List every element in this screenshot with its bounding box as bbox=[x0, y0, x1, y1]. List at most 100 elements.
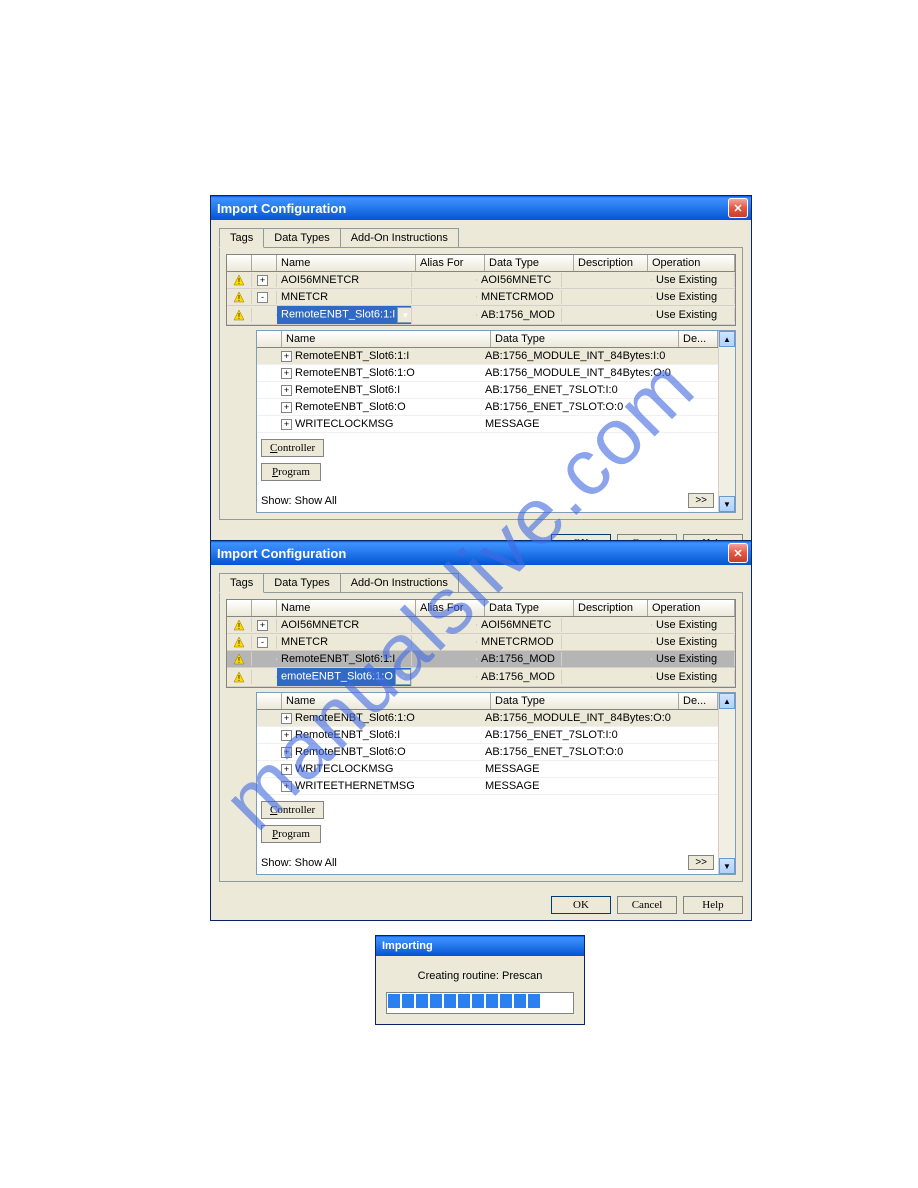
titlebar[interactable]: Import Configuration ✕ bbox=[211, 196, 751, 220]
controller-button[interactable]: Controller bbox=[261, 801, 324, 819]
table-row[interactable]: !emoteENBT_Slot6:1:O▼AB:1756_MODUse Exis… bbox=[227, 668, 735, 687]
tree-icon[interactable]: + bbox=[281, 747, 292, 758]
list-item[interactable]: +WRITECLOCKMSGMESSAGE bbox=[257, 761, 718, 778]
inner-name: +RemoteENBT_Slot6:1:O bbox=[277, 711, 481, 725]
cell-name[interactable]: AOI56MNETCR bbox=[277, 618, 412, 632]
inner-col-dtype[interactable]: Data Type bbox=[491, 693, 679, 709]
dropdown-panel: Name Data Type De... +RemoteENBT_Slot6:1… bbox=[256, 692, 736, 875]
col-alias[interactable]: Alias For bbox=[416, 255, 485, 271]
progress-bar bbox=[386, 992, 574, 1014]
list-item[interactable]: +RemoteENBT_Slot6:1:OAB:1756_MODULE_INT_… bbox=[257, 710, 718, 727]
col-desc[interactable]: Description bbox=[574, 255, 648, 271]
inner-col-de[interactable]: De... bbox=[679, 693, 718, 709]
cell-name[interactable]: emoteENBT_Slot6:1:O▼ bbox=[277, 668, 412, 686]
list-item[interactable]: +WRITEETHERNETMSGMESSAGE bbox=[257, 778, 718, 795]
inner-col-name[interactable]: Name bbox=[282, 693, 491, 709]
tree-icon[interactable]: + bbox=[281, 713, 292, 724]
tree-icon[interactable]: + bbox=[281, 781, 292, 792]
list-item[interactable]: +WRITECLOCKMSGMESSAGE bbox=[257, 416, 718, 433]
cell-name[interactable]: AOI56MNETCR bbox=[277, 273, 412, 287]
tree-icon[interactable]: + bbox=[281, 730, 292, 741]
tree-icon[interactable]: + bbox=[281, 368, 292, 379]
tab-tags[interactable]: Tags bbox=[219, 573, 264, 593]
cell-name[interactable]: MNETCR bbox=[277, 635, 412, 649]
tree-icon[interactable]: + bbox=[281, 402, 292, 413]
cell-name[interactable]: RemoteENBT_Slot6:1:I bbox=[277, 652, 412, 666]
cancel-button[interactable]: Cancel bbox=[617, 896, 677, 914]
list-item[interactable]: +RemoteENBT_Slot6:1:OAB:1756_MODULE_INT_… bbox=[257, 365, 718, 382]
dialog-buttons: OK Cancel Help bbox=[211, 890, 751, 920]
tree-icon[interactable]: + bbox=[281, 419, 292, 430]
main-grid: Name Alias For Data Type Description Ope… bbox=[226, 254, 736, 326]
svg-text:!: ! bbox=[238, 639, 240, 648]
scrollbar[interactable]: ▲ ▼ bbox=[718, 331, 735, 512]
tab-panel: Name Alias For Data Type Description Ope… bbox=[219, 592, 743, 882]
svg-text:!: ! bbox=[238, 622, 240, 631]
controller-button[interactable]: Controller bbox=[261, 439, 324, 457]
tree-icon[interactable]: + bbox=[281, 385, 292, 396]
scroll-down-icon[interactable]: ▼ bbox=[719, 496, 735, 512]
tree-icon[interactable]: + bbox=[281, 351, 292, 362]
list-item[interactable]: +RemoteENBT_Slot6:IAB:1756_ENET_7SLOT:I:… bbox=[257, 382, 718, 399]
tab-addon[interactable]: Add-On Instructions bbox=[340, 573, 459, 592]
col-alias[interactable]: Alias For bbox=[416, 600, 485, 616]
scroll-up-icon[interactable]: ▲ bbox=[719, 693, 735, 709]
inner-dtype: AB:1756_MODULE_INT_84Bytes:O:0 bbox=[481, 366, 684, 380]
tab-data-types[interactable]: Data Types bbox=[263, 228, 340, 247]
tab-tags[interactable]: Tags bbox=[219, 228, 264, 248]
cell-op: Use Existing bbox=[652, 273, 735, 287]
table-row[interactable]: !RemoteENBT_Slot6:1:IAB:1756_MODUse Exis… bbox=[227, 651, 735, 668]
program-button[interactable]: Program bbox=[261, 463, 321, 481]
cell-alias bbox=[412, 641, 477, 643]
help-button[interactable]: Help bbox=[683, 896, 743, 914]
col-desc[interactable]: Description bbox=[574, 600, 648, 616]
ok-button[interactable]: OK bbox=[551, 896, 611, 914]
list-item[interactable]: +RemoteENBT_Slot6:IAB:1756_ENET_7SLOT:I:… bbox=[257, 727, 718, 744]
table-row[interactable]: !-MNETCRMNETCRMODUse Existing bbox=[227, 289, 735, 306]
col-dtype[interactable]: Data Type bbox=[485, 600, 574, 616]
col-op[interactable]: Operation bbox=[648, 255, 735, 271]
col-dtype[interactable]: Data Type bbox=[485, 255, 574, 271]
dropdown-icon[interactable]: ▼ bbox=[395, 669, 411, 685]
col-name[interactable]: Name bbox=[277, 600, 416, 616]
table-row[interactable]: !+AOI56MNETCRAOI56MNETCUse Existing bbox=[227, 272, 735, 289]
titlebar: Importing bbox=[376, 936, 584, 956]
list-item[interactable]: +RemoteENBT_Slot6:OAB:1756_ENET_7SLOT:O:… bbox=[257, 399, 718, 416]
tree-cell: - bbox=[252, 291, 277, 304]
cell-desc bbox=[562, 296, 652, 298]
tab-addon[interactable]: Add-On Instructions bbox=[340, 228, 459, 247]
tree-toggle-icon[interactable]: + bbox=[257, 620, 268, 631]
scrollbar[interactable]: ▲ ▼ bbox=[718, 693, 735, 874]
tree-toggle-icon[interactable]: + bbox=[257, 275, 268, 286]
table-row[interactable]: !-MNETCRMNETCRMODUse Existing bbox=[227, 634, 735, 651]
cell-name[interactable]: MNETCR bbox=[277, 290, 412, 304]
table-row[interactable]: !RemoteENBT_Slot6:1:I▼AB:1756_MODUse Exi… bbox=[227, 306, 735, 325]
expand-button[interactable]: >> bbox=[688, 855, 714, 870]
inner-col-dtype[interactable]: Data Type bbox=[491, 331, 679, 347]
col-op[interactable]: Operation bbox=[648, 600, 735, 616]
program-button[interactable]: Program bbox=[261, 825, 321, 843]
tree-toggle-icon[interactable]: - bbox=[257, 637, 268, 648]
expand-button[interactable]: >> bbox=[688, 493, 714, 508]
inner-col-name[interactable]: Name bbox=[282, 331, 491, 347]
scroll-down-icon[interactable]: ▼ bbox=[719, 858, 735, 874]
cell-op: Use Existing bbox=[652, 670, 735, 684]
list-item[interactable]: +RemoteENBT_Slot6:OAB:1756_ENET_7SLOT:O:… bbox=[257, 744, 718, 761]
tab-data-types[interactable]: Data Types bbox=[263, 573, 340, 592]
cell-name[interactable]: RemoteENBT_Slot6:1:I▼ bbox=[277, 306, 412, 324]
col-name[interactable]: Name bbox=[277, 255, 416, 271]
inner-name: +WRITECLOCKMSG bbox=[277, 417, 481, 431]
tree-toggle-icon[interactable]: - bbox=[257, 292, 268, 303]
list-item[interactable]: +RemoteENBT_Slot6:1:IAB:1756_MODULE_INT_… bbox=[257, 348, 718, 365]
dropdown-icon[interactable]: ▼ bbox=[397, 307, 412, 323]
close-icon[interactable]: ✕ bbox=[728, 543, 748, 563]
tree-icon[interactable]: + bbox=[281, 764, 292, 775]
progress-segment bbox=[430, 994, 442, 1008]
table-row[interactable]: !+AOI56MNETCRAOI56MNETCUse Existing bbox=[227, 617, 735, 634]
close-icon[interactable]: ✕ bbox=[728, 198, 748, 218]
inner-col-de[interactable]: De... bbox=[679, 331, 718, 347]
cell-alias bbox=[412, 676, 477, 678]
titlebar[interactable]: Import Configuration ✕ bbox=[211, 541, 751, 565]
show-value: Show All bbox=[295, 495, 337, 507]
scroll-up-icon[interactable]: ▲ bbox=[719, 331, 735, 347]
